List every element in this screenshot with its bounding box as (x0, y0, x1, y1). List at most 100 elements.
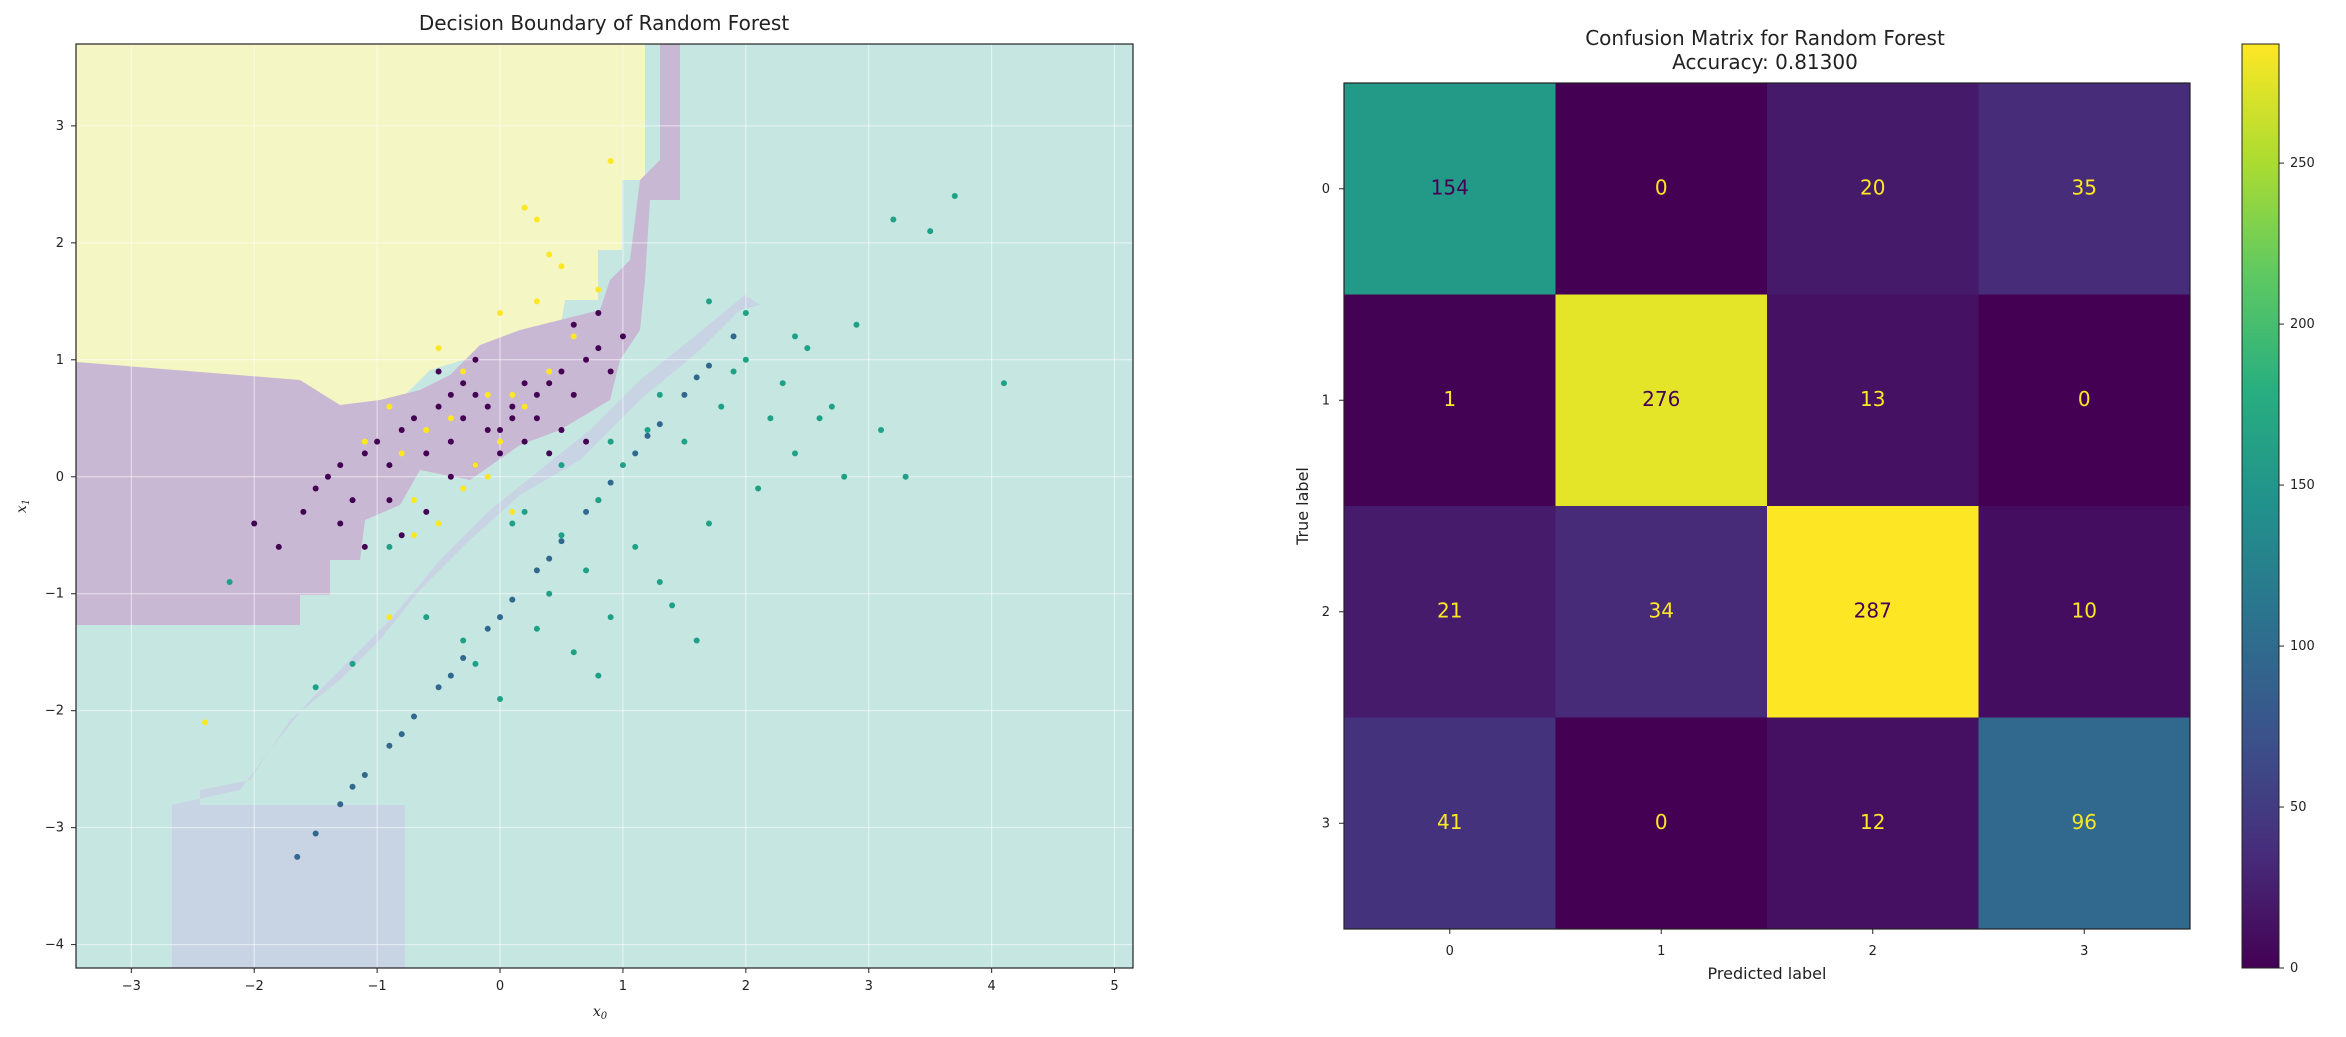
scatter-point-class-2 (902, 473, 909, 480)
colorbar (2241, 43, 2280, 969)
scatter-point-class-3 (435, 520, 442, 527)
scatter-point-class-0 (312, 485, 319, 492)
scatter-point-class-0 (546, 450, 553, 457)
scatter-point-class-3 (509, 391, 516, 398)
scatter-point-class-2 (386, 543, 393, 550)
scatter-point-class-0 (337, 520, 344, 527)
region-class-3 (76, 44, 645, 410)
left-x-tick-label: 5 (1110, 979, 1118, 994)
colorbar-ticks: 0 50 100 150 200 250 (2279, 156, 2315, 976)
scatter-point-class-0 (570, 391, 577, 398)
scatter-point-class-0 (349, 497, 356, 504)
scatter-point-class-0 (423, 450, 430, 457)
cm-y-tick-label: 2 (1322, 605, 1330, 620)
colorbar-tick-label: 150 (2290, 478, 2315, 493)
scatter-point-class-0 (619, 333, 626, 340)
scatter-point-class-1 (681, 391, 688, 398)
left-x-tick-label: 3 (865, 979, 873, 994)
scatter-point-class-0 (607, 368, 614, 375)
scatter-point-class-0 (521, 380, 528, 387)
left-y-tick-label: −3 (45, 821, 64, 836)
scatter-point-class-1 (693, 374, 700, 381)
cm-cell (1344, 83, 1556, 295)
scatter-point-class-2 (546, 590, 553, 597)
cm-cell-value: 13 (1860, 387, 1885, 411)
scatter-point-class-1 (656, 421, 663, 428)
scatter-point-class-2 (730, 368, 737, 375)
scatter-point-class-0 (484, 426, 491, 433)
scatter-point-class-1 (730, 333, 737, 340)
scatter-point-class-2 (497, 695, 504, 702)
cm-cell (1767, 83, 1979, 295)
scatter-point-class-2 (558, 532, 565, 539)
scatter-point-class-2 (878, 426, 885, 433)
scatter-point-class-2 (816, 415, 823, 422)
scatter-point-class-2 (951, 193, 958, 200)
confusion-matrix-plot: Confusion Matrix for Random Forest Accur… (1293, 26, 2315, 983)
scatter-point-class-1 (460, 655, 467, 662)
cm-cell-value: 287 (1854, 598, 1892, 622)
scatter-point-class-0 (361, 543, 368, 550)
scatter-point-class-2 (607, 614, 614, 621)
scatter-point-class-0 (583, 356, 590, 363)
colorbar-tick-label: 250 (2290, 156, 2315, 171)
scatter-point-class-0 (460, 415, 467, 422)
scatter-point-class-2 (607, 438, 614, 445)
left-x-tick-label: 2 (742, 979, 750, 994)
cm-cell-value: 10 (2072, 598, 2097, 622)
scatter-point-class-0 (386, 462, 393, 469)
scatter-point-class-2 (570, 649, 577, 656)
scatter-point-class-2 (792, 333, 799, 340)
cm-x-tick-label: 1 (1657, 944, 1665, 959)
scatter-point-class-0 (435, 403, 442, 410)
left-x-tick-label: −3 (122, 979, 141, 994)
scatter-point-class-3 (607, 157, 614, 164)
cm-cell-value: 12 (1860, 810, 1885, 834)
cm-cell (1978, 506, 2190, 718)
scatter-point-class-2 (349, 660, 356, 667)
scatter-point-class-0 (447, 473, 454, 480)
left-y-tick-label: 1 (56, 353, 64, 368)
scatter-point-class-0 (435, 368, 442, 375)
decision-regions (76, 44, 1133, 968)
cm-cell-value: 35 (2072, 175, 2097, 199)
scatter-point-class-1 (497, 614, 504, 621)
scatter-point-class-0 (447, 391, 454, 398)
left-y-tick-label: 0 (56, 470, 64, 485)
cm-cell-value: 20 (1860, 175, 1885, 199)
scatter-point-class-3 (410, 532, 417, 539)
cm-cell (1767, 294, 1979, 506)
scatter-point-class-2 (644, 426, 651, 433)
scatter-point-class-1 (435, 684, 442, 691)
scatter-point-class-2 (792, 450, 799, 457)
scatter-point-class-2 (742, 310, 749, 317)
scatter-point-class-3 (435, 345, 442, 352)
left-x-ticks: −3 −2 −1 0 1 2 3 4 5 (122, 968, 1119, 994)
cm-cell (1344, 506, 1556, 718)
scatter-point-class-1 (410, 713, 417, 720)
scatter-point-class-0 (521, 438, 528, 445)
scatter-point-class-2 (656, 579, 663, 586)
scatter-point-class-2 (853, 321, 860, 328)
scatter-point-class-3 (533, 216, 540, 223)
left-chart-title: Decision Boundary of Random Forest (419, 11, 790, 35)
scatter-point-class-0 (497, 426, 504, 433)
scatter-point-class-0 (533, 415, 540, 422)
scatter-point-class-2 (226, 579, 233, 586)
left-x-tick-label: 0 (496, 979, 504, 994)
scatter-point-class-1 (349, 783, 356, 790)
cm-cell-value: 34 (1649, 598, 1674, 622)
scatter-point-class-2 (521, 508, 528, 515)
scatter-point-class-1 (705, 362, 712, 369)
cm-cell-value: 41 (1437, 810, 1462, 834)
cm-cell-value: 96 (2072, 810, 2097, 834)
scatter-point-class-3 (497, 310, 504, 317)
cm-cell-value: 154 (1431, 175, 1469, 199)
left-y-tick-label: −1 (45, 587, 64, 602)
left-y-axis-label: x1 (14, 499, 32, 513)
scatter-point-class-3 (202, 719, 209, 726)
left-grid (76, 44, 1133, 968)
scatter-point-class-2 (804, 345, 811, 352)
scatter-point-class-1 (583, 508, 590, 515)
scatter-point-class-1 (398, 731, 405, 738)
